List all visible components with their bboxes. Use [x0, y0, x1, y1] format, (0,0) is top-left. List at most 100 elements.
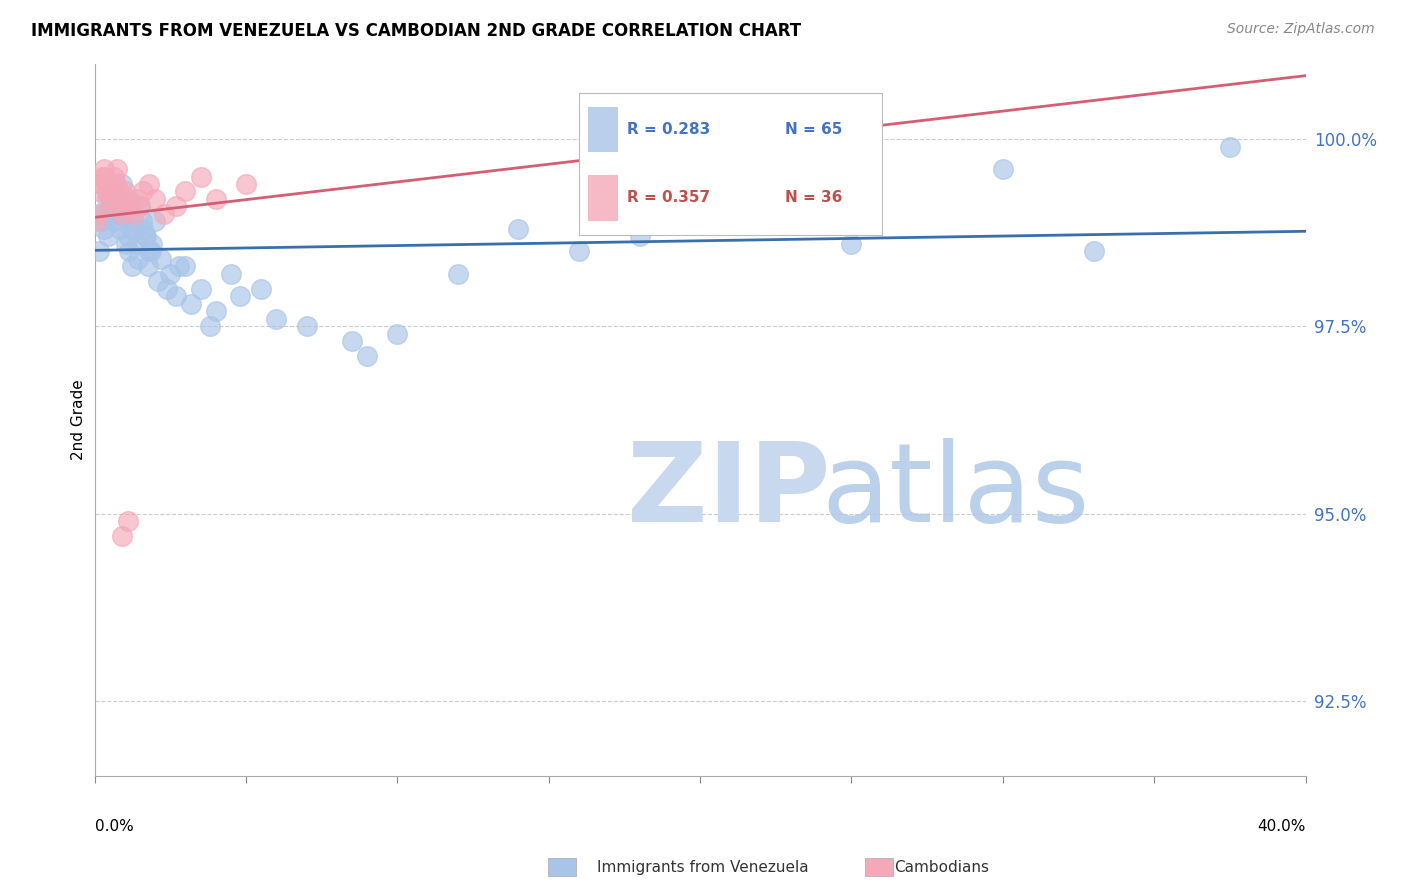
Point [125, 192, 148, 206]
Point [122, 214, 145, 228]
Point [1219, 139, 1241, 153]
Point [111, 529, 134, 543]
Text: Cambodians: Cambodians [894, 860, 990, 874]
Text: ZIP: ZIP [627, 438, 831, 545]
Point [94, 207, 117, 221]
Point [141, 237, 163, 252]
Point [104, 177, 127, 191]
Point [105, 199, 128, 213]
Point [120, 199, 142, 213]
Point [190, 282, 212, 296]
Point [84, 214, 107, 228]
Point [87, 244, 110, 259]
Text: 40.0%: 40.0% [1257, 819, 1306, 834]
Point [101, 185, 124, 199]
Point [174, 260, 197, 274]
Point [107, 185, 129, 199]
Point [87, 185, 110, 199]
Point [134, 229, 156, 244]
Point [122, 207, 145, 221]
Point [98, 199, 121, 213]
Point [508, 222, 530, 236]
Point [136, 260, 159, 274]
Point [91, 169, 114, 184]
Point [143, 214, 166, 228]
Point [127, 252, 149, 266]
Point [121, 260, 143, 274]
Point [447, 267, 470, 281]
Y-axis label: 2nd Grade: 2nd Grade [72, 380, 86, 460]
Point [90, 177, 112, 191]
Point [138, 177, 160, 191]
Point [219, 267, 242, 281]
Point [156, 282, 179, 296]
Point [153, 207, 176, 221]
Point [387, 326, 409, 341]
Point [198, 319, 221, 334]
Point [129, 199, 152, 213]
Text: IMMIGRANTS FROM VENEZUELA VS CAMBODIAN 2ND GRADE CORRELATION CHART: IMMIGRANTS FROM VENEZUELA VS CAMBODIAN 2… [31, 22, 801, 40]
Point [110, 199, 132, 213]
Text: 0.0%: 0.0% [94, 819, 134, 834]
Point [107, 207, 129, 221]
Point [93, 222, 115, 236]
Point [356, 350, 378, 364]
Point [250, 282, 273, 296]
Point [295, 319, 318, 334]
Point [143, 192, 166, 206]
Point [97, 177, 120, 191]
Point [117, 514, 139, 528]
Point [150, 252, 173, 266]
Point [628, 229, 651, 244]
Point [124, 222, 146, 236]
Text: atlas: atlas [821, 438, 1090, 545]
Point [120, 222, 142, 236]
Point [689, 207, 711, 221]
Point [146, 275, 169, 289]
Point [97, 229, 120, 244]
Point [112, 192, 135, 206]
Point [96, 192, 118, 206]
Point [135, 229, 157, 244]
Point [111, 207, 134, 221]
Point [96, 185, 118, 199]
Point [131, 214, 153, 228]
Point [165, 289, 187, 303]
Point [229, 289, 252, 303]
Point [991, 161, 1014, 176]
Point [111, 177, 134, 191]
Point [117, 229, 139, 244]
Point [90, 207, 112, 221]
Point [114, 192, 136, 206]
Point [204, 304, 226, 318]
Point [94, 169, 117, 184]
Point [129, 199, 152, 213]
Point [264, 312, 287, 326]
Point [104, 214, 127, 228]
Point [159, 267, 181, 281]
Point [165, 199, 187, 213]
Point [340, 334, 363, 349]
Point [105, 161, 128, 176]
Point [110, 222, 132, 236]
Point [118, 244, 141, 259]
Point [100, 199, 122, 213]
Point [103, 214, 125, 228]
Point [93, 161, 115, 176]
Point [204, 192, 226, 206]
Point [174, 185, 197, 199]
Point [103, 169, 125, 184]
Point [568, 244, 591, 259]
Point [190, 169, 212, 184]
Point [139, 244, 162, 259]
Point [91, 214, 114, 228]
Point [125, 237, 148, 252]
Point [132, 222, 155, 236]
Point [235, 177, 257, 191]
Point [138, 244, 160, 259]
Point [117, 192, 139, 206]
Point [169, 260, 191, 274]
Point [98, 192, 121, 206]
Point [100, 192, 122, 206]
Point [112, 207, 135, 221]
